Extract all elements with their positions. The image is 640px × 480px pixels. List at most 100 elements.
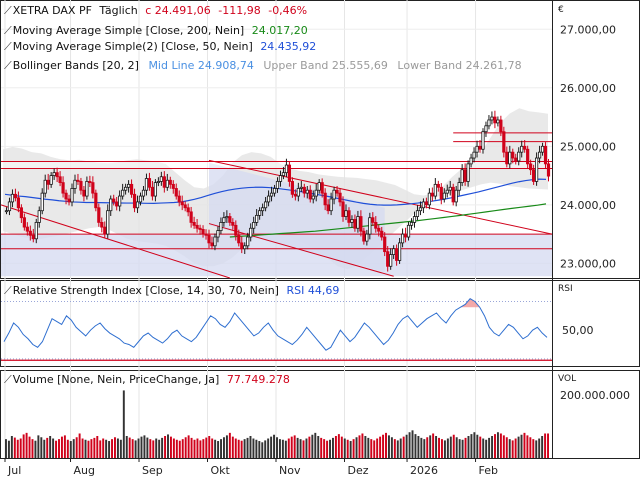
candle[interactable] <box>537 151 542 159</box>
candle[interactable] <box>290 181 294 195</box>
volume-legend[interactable]: ⟋Volume [None, Nein, PriceChange, Ja] 77… <box>4 373 290 386</box>
volume-bar[interactable] <box>532 439 535 458</box>
volume-bar[interactable] <box>529 437 532 458</box>
volume-bar[interactable] <box>399 438 402 458</box>
candle[interactable] <box>135 201 140 209</box>
volume-bar[interactable] <box>190 437 193 458</box>
candle[interactable] <box>16 197 21 209</box>
volume-bar[interactable] <box>429 435 432 458</box>
symbol-title[interactable]: XETRA DAX PF <box>12 4 92 17</box>
candle[interactable] <box>389 254 393 267</box>
ma200-line[interactable] <box>229 203 547 238</box>
candle[interactable] <box>275 181 280 189</box>
candle[interactable] <box>427 192 431 206</box>
candle[interactable] <box>40 192 44 212</box>
candle[interactable] <box>281 172 286 176</box>
volume-bar[interactable] <box>178 440 181 458</box>
rsi-panel[interactable] <box>1 297 552 361</box>
volume-bar[interactable] <box>252 438 255 458</box>
volume-bar[interactable] <box>5 439 7 458</box>
volume-bar[interactable] <box>376 438 379 458</box>
volume-bar[interactable] <box>149 439 152 458</box>
candle[interactable] <box>475 145 479 153</box>
volume-bar[interactable] <box>337 434 340 458</box>
volume-bar[interactable] <box>299 439 302 458</box>
volume-bar[interactable] <box>105 439 108 458</box>
volume-bar[interactable] <box>52 438 55 458</box>
candle[interactable] <box>162 176 166 188</box>
volume-bar[interactable] <box>137 438 140 458</box>
candle[interactable] <box>219 221 223 231</box>
candle[interactable] <box>132 193 137 209</box>
volume-bar[interactable] <box>476 434 479 458</box>
volume-bar[interactable] <box>13 437 16 458</box>
volume-bar[interactable] <box>293 435 296 458</box>
trend-line[interactable] <box>208 223 394 277</box>
volume-bar[interactable] <box>90 439 93 458</box>
volume-bar[interactable] <box>114 437 116 458</box>
candle[interactable] <box>67 198 71 203</box>
candle[interactable] <box>25 226 29 232</box>
volume-bar[interactable] <box>364 436 367 458</box>
volume-bar[interactable] <box>302 440 305 458</box>
volume-bar[interactable] <box>75 437 78 458</box>
candle[interactable] <box>296 188 300 197</box>
candle[interactable] <box>436 183 440 188</box>
candle[interactable] <box>34 221 38 240</box>
volume-bar[interactable] <box>402 436 405 458</box>
candle[interactable] <box>529 163 533 171</box>
candle[interactable] <box>469 157 473 165</box>
volume-bar[interactable] <box>547 433 549 458</box>
candle[interactable] <box>37 210 41 223</box>
candle[interactable] <box>55 172 59 178</box>
candle[interactable] <box>508 151 512 165</box>
ma200-legend[interactable]: ⟋Moving Average Simple [Close, 200, Nein… <box>4 24 308 37</box>
volume-bar[interactable] <box>290 436 293 458</box>
candle[interactable] <box>302 186 306 194</box>
volume-bar[interactable] <box>131 439 134 458</box>
candle[interactable] <box>532 169 536 182</box>
volume-bar[interactable] <box>146 437 149 458</box>
candle[interactable] <box>430 192 434 197</box>
candle[interactable] <box>180 201 184 206</box>
candle[interactable] <box>192 221 196 226</box>
candle[interactable] <box>141 189 146 197</box>
volume-bar[interactable] <box>217 441 220 458</box>
candle[interactable] <box>121 189 125 197</box>
candle[interactable] <box>278 175 283 182</box>
candle[interactable] <box>4 210 9 213</box>
candle[interactable] <box>156 181 160 184</box>
volume-bar[interactable] <box>308 436 311 458</box>
volume-bar[interactable] <box>223 437 225 458</box>
candle[interactable] <box>207 234 211 244</box>
candle[interactable] <box>454 189 458 203</box>
candle[interactable] <box>216 230 220 238</box>
candle[interactable] <box>490 116 494 121</box>
candle[interactable] <box>240 242 244 250</box>
volume-bar[interactable] <box>43 439 46 458</box>
candle[interactable] <box>457 182 461 191</box>
candle[interactable] <box>222 217 226 223</box>
candle[interactable] <box>398 242 402 261</box>
candle[interactable] <box>19 207 23 219</box>
candle[interactable] <box>400 233 405 244</box>
volume-bar[interactable] <box>340 436 343 458</box>
candle[interactable] <box>189 211 193 223</box>
candle[interactable] <box>46 179 50 185</box>
volume-bar[interactable] <box>225 435 228 458</box>
volume-bar[interactable] <box>193 439 196 458</box>
volume-bar[interactable] <box>420 437 423 458</box>
candle[interactable] <box>403 233 408 238</box>
volume-bar[interactable] <box>284 440 287 458</box>
candle[interactable] <box>88 181 92 184</box>
candle[interactable] <box>234 224 238 236</box>
volume-bar[interactable] <box>181 439 184 458</box>
candle[interactable] <box>368 217 372 235</box>
volume-bar[interactable] <box>470 434 473 458</box>
volume-bar[interactable] <box>111 439 113 458</box>
volume-bar[interactable] <box>361 433 364 458</box>
candle[interactable] <box>326 204 330 212</box>
candle[interactable] <box>377 227 381 232</box>
candle[interactable] <box>79 181 83 191</box>
volume-bar[interactable] <box>119 439 122 458</box>
